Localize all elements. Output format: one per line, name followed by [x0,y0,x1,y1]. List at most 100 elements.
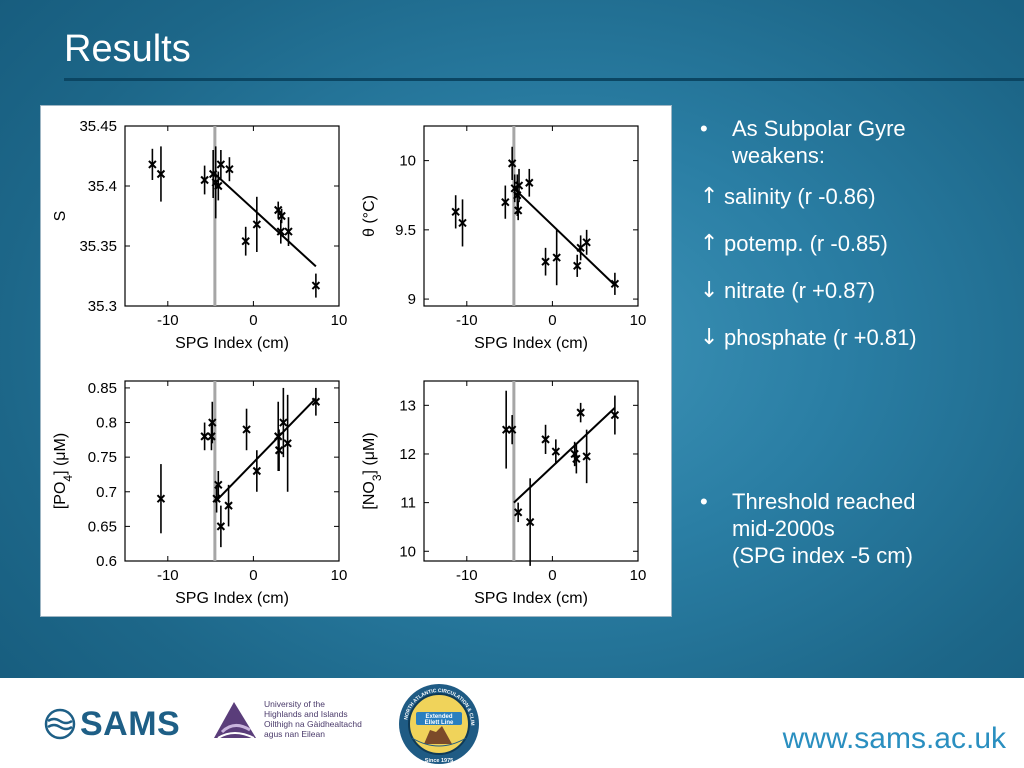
point-marker [451,207,460,217]
x-axis-label: SPG Index (cm) [474,590,588,607]
point-marker [224,501,233,510]
y-tick-label: 0.75 [88,449,117,466]
y-tick-label: 35.45 [79,118,117,135]
x-tick-label: -10 [157,567,179,584]
data-point [279,387,288,458]
point-marker [242,425,251,434]
data-point [241,226,250,256]
title-underline [64,78,1024,81]
data-point [610,272,620,295]
x-tick-label: 10 [630,312,647,329]
y-tick-label: 11 [400,495,416,512]
point-marker [284,227,293,236]
panel-2: -10 0 10 9 9.5 10 SPG Index (cm) θ (°C) [361,125,647,352]
results-figure: -10 0 10 35.3 35.35 35.4 35.45 SPG Index (cm) S -… [40,105,672,617]
svg-text:Ellett Line: Ellett Line [425,720,454,726]
down-arrow-icon: ↓ [700,325,719,350]
sams-logo[interactable]: SAMS [44,705,180,743]
y-tick-label: 12 [399,446,416,463]
data-point [252,196,262,252]
data-point [148,148,157,180]
point-marker [252,466,262,476]
point-marker [274,205,283,215]
slide-title: Results [64,28,191,70]
down-arrow-icon: ↓ [700,278,719,303]
point-marker [276,227,285,236]
plot-area [423,125,639,307]
point-marker [156,494,166,503]
point-marker [252,220,262,229]
data-point [513,502,523,523]
y-tick-label: 0.7 [96,484,117,501]
panel-1: -10 0 10 35.3 35.35 35.4 35.45 SPG Index (cm) S [52,118,347,352]
uhi-logo[interactable]: University of the Highlands and Islands … [212,696,362,742]
point-marker [200,175,209,185]
y-tick-label: 0.85 [88,380,117,397]
data-point [284,217,293,246]
data-point [283,394,292,492]
data-point [458,199,467,247]
data-point [507,146,517,180]
data-point [610,395,620,435]
data-point [582,229,591,255]
y-tick-label: 13 [399,397,416,414]
y-tick-label: 35.3 [88,298,117,315]
correlation-potemp: ↑ potemp. (r -0.85) [700,231,888,256]
website-link[interactable]: www.sams.ac.uk [782,722,1006,755]
extended-ellett-line-badge[interactable]: Extended Ellett Line Since 1975 NORTH AT… [398,682,480,766]
bullet-threshold: • Threshold reached mid-2000s (SPG index… [700,488,1010,569]
point-marker [552,253,561,262]
data-point [200,422,209,451]
x-tick-label: -10 [157,312,179,329]
point-marker [216,522,226,531]
y-axis-label: θ (°C) [361,195,378,237]
point-marker [514,181,524,190]
uhi-logo-text: University of the Highlands and Islands … [264,699,362,739]
y-axis-label: [PO4] (μM) [52,433,75,509]
correlation-nitrate: ↓ nitrate (r +0.87) [700,278,876,303]
y-tick-label: 0.65 [88,518,117,535]
data-point [242,408,251,451]
up-arrow-icon: ↑ [700,231,719,256]
footer-bar: SAMS University of the Highlands and Isl… [0,678,1024,768]
data-point [207,422,216,451]
data-point [576,402,585,423]
point-marker [212,494,221,503]
data-point [572,444,581,474]
bullet-spg-weakens: • As Subpolar Gyre weakens: [700,115,1010,169]
bullet-text: Threshold reached mid-2000s (SPG index -… [732,489,916,568]
data-point [214,171,223,201]
fit-line [214,397,317,503]
x-axis-label: SPG Index (cm) [175,590,289,607]
point-marker [279,418,288,427]
point-marker [200,432,209,441]
data-point [277,208,286,224]
point-marker [582,238,591,247]
point-marker [283,439,292,448]
point-marker [582,452,591,461]
fit-line [214,173,317,268]
point-marker [148,160,157,169]
data-point [552,229,561,286]
data-point [200,165,209,195]
x-tick-label: -10 [456,312,478,329]
x-axis-label: SPG Index (cm) [175,335,289,352]
plot-area [124,125,340,307]
data-point [525,168,534,197]
point-marker [513,206,523,215]
y-axis-label: [NO3] (μM) [361,432,384,509]
point-marker [241,236,250,246]
data-point [551,439,561,464]
x-tick-label: 10 [331,312,348,329]
bullet-dot: • [700,116,708,141]
plot-area [423,380,639,562]
point-marker [525,517,535,527]
point-marker [311,397,321,406]
bullet-text: As Subpolar Gyre weakens: [732,116,906,168]
y-tick-label: 0.8 [96,415,117,432]
data-point [514,168,524,203]
panel-4: -10 0 10 10 11 12 13 SPG Index (cm) [NO3] (μM) [361,380,646,607]
x-tick-label: 0 [548,567,556,584]
point-marker [277,211,286,221]
sams-wave-icon [44,708,76,740]
